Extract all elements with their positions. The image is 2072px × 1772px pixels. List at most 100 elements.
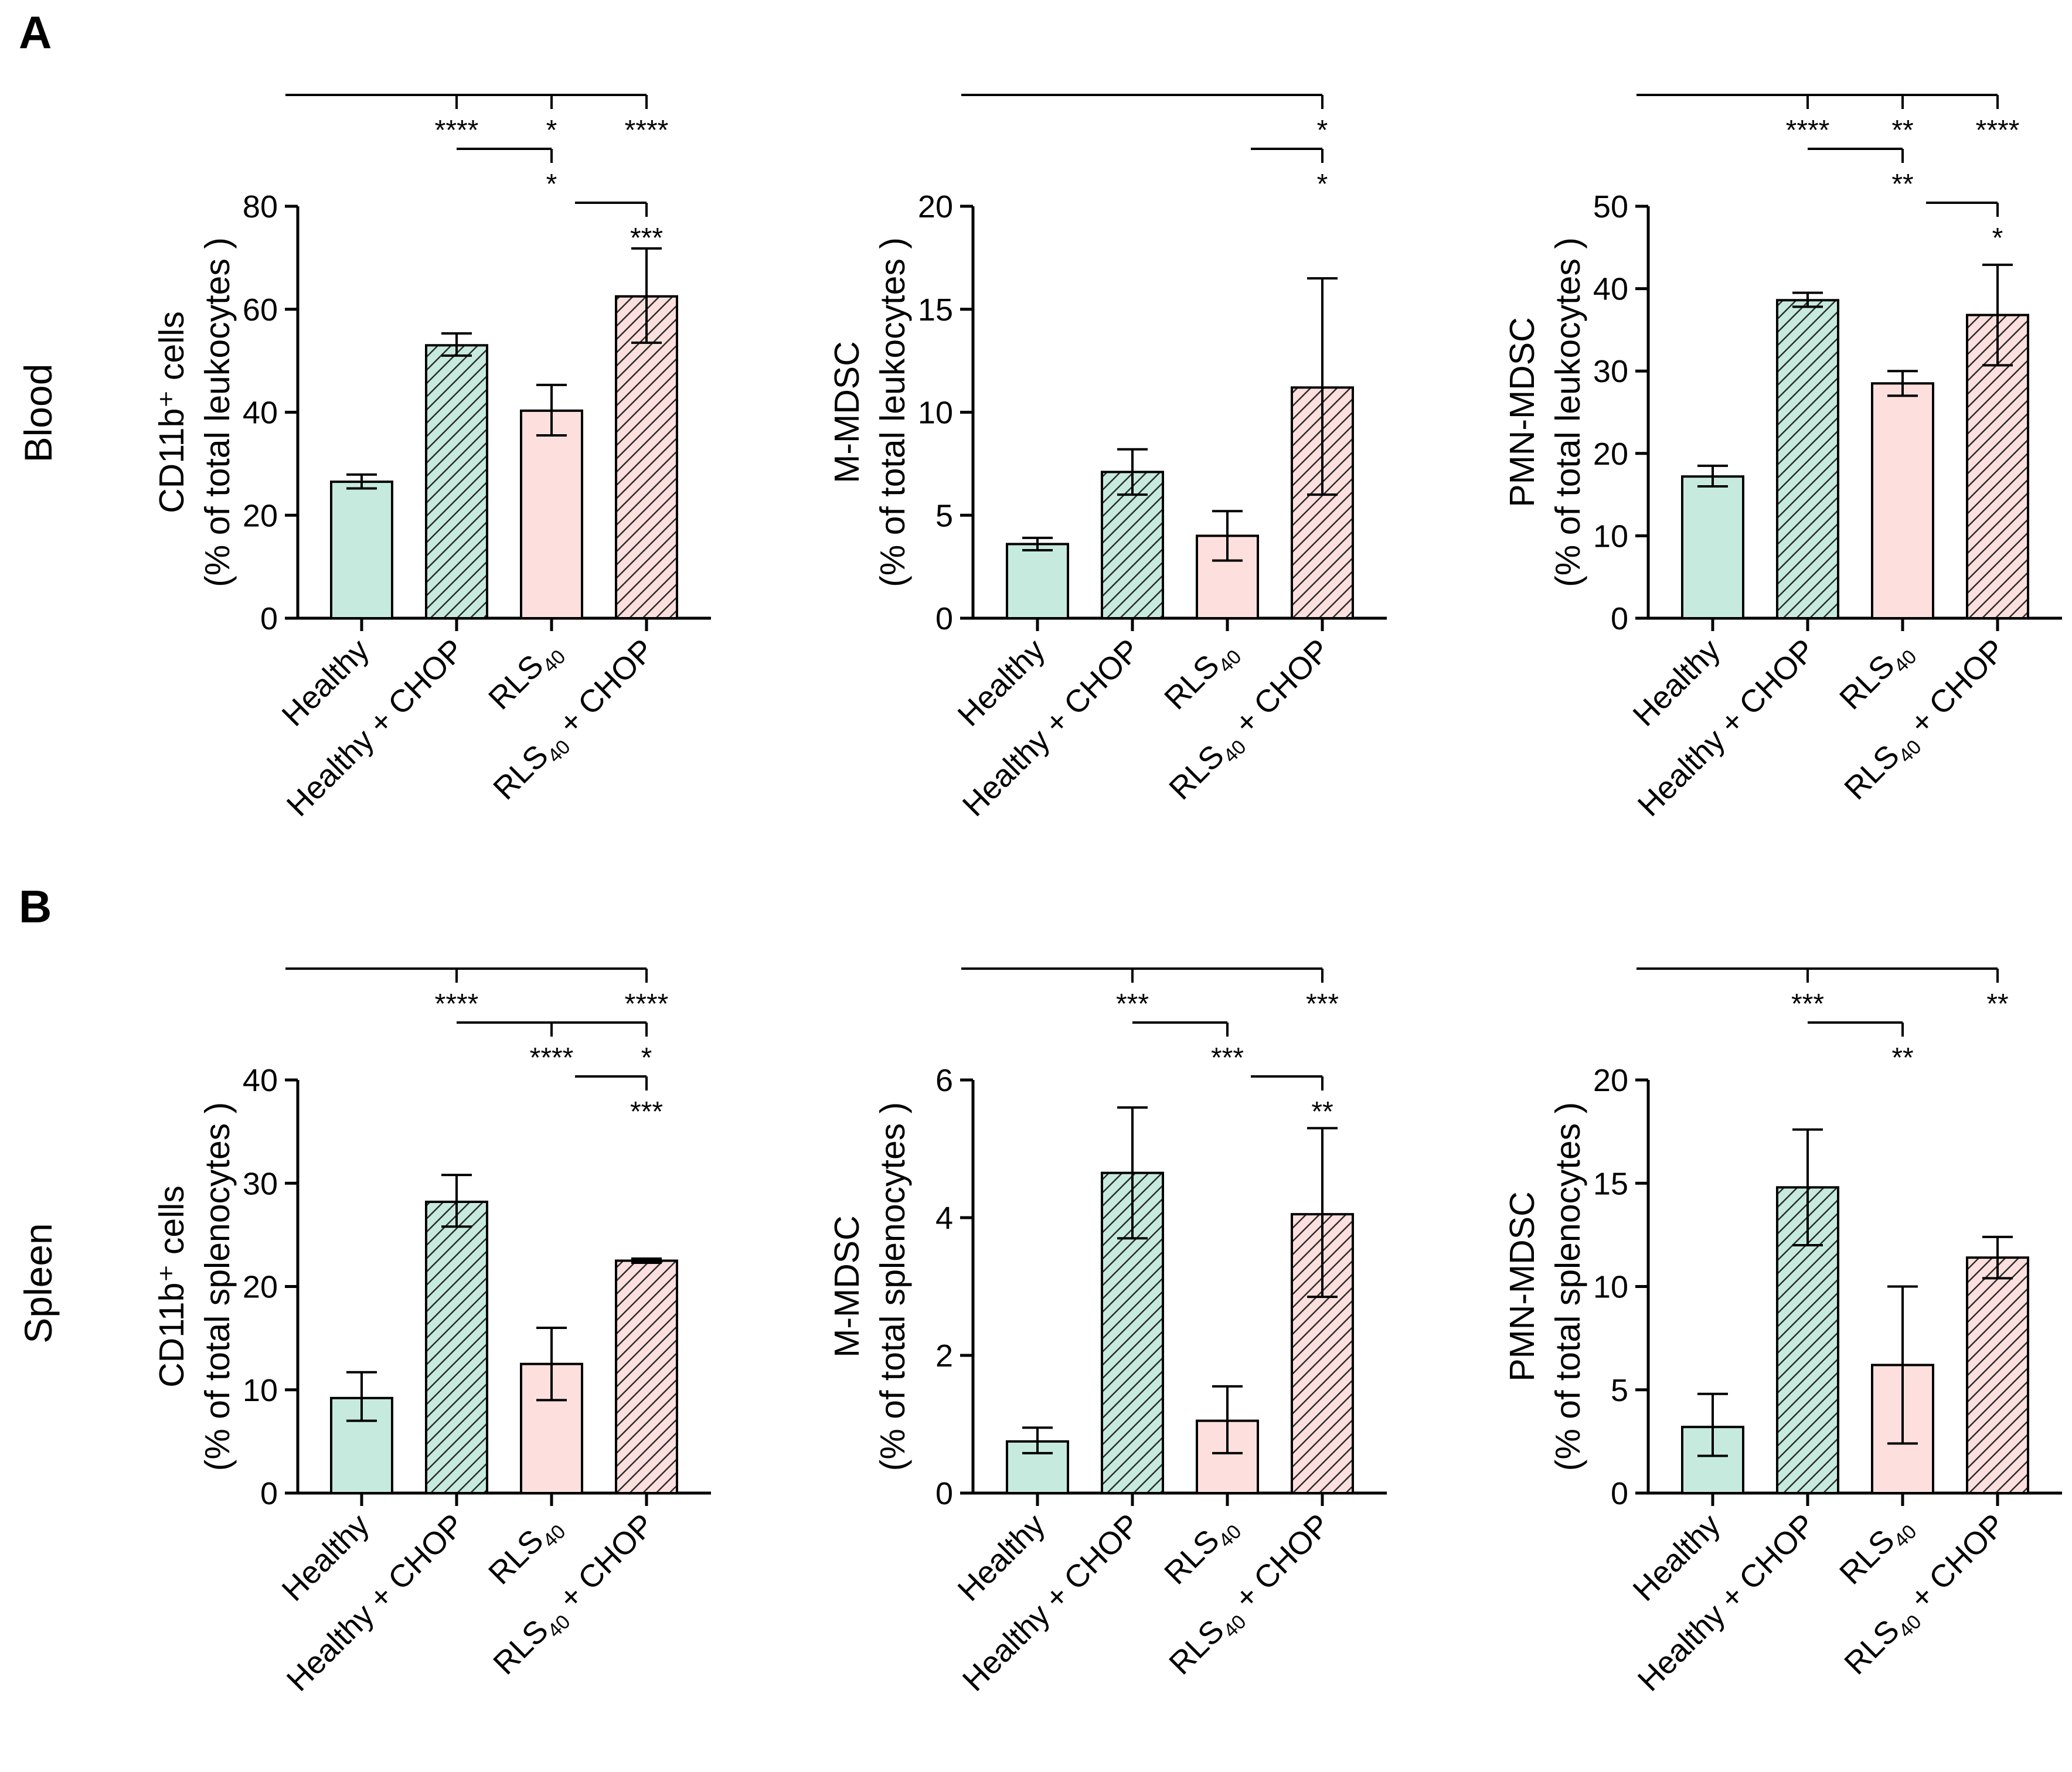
- bar-4: [615, 295, 678, 619]
- category-label-3: RLS40: [482, 632, 570, 721]
- y-tick-label: 4: [935, 1201, 953, 1236]
- y-tick-label: 10: [918, 396, 953, 431]
- y-tick-label: 10: [243, 1373, 278, 1408]
- significance-annotations: **: [961, 94, 1328, 200]
- y-tick-label: 2: [935, 1338, 953, 1374]
- y-tick-label: 0: [935, 601, 953, 636]
- significance-label: ***: [1211, 1042, 1244, 1074]
- category-label-4: RLS40 + CHOP: [1838, 632, 2016, 810]
- category-label-3: RLS40: [482, 1507, 570, 1596]
- category-label-2: Healthy + CHOP: [280, 632, 471, 823]
- error-bar-3: [1887, 370, 1918, 397]
- category-label-3: RLS40: [1158, 1507, 1246, 1596]
- significance-label: ****: [1786, 115, 1830, 146]
- significance-annotations: *** ****: [1636, 967, 2009, 1074]
- error-bar-2: [441, 332, 472, 357]
- error-bar-1: [1697, 464, 1728, 488]
- significance-label: ***: [1306, 989, 1339, 1020]
- category-label-2: Healthy + CHOP: [956, 1507, 1147, 1698]
- error-bar-1: [346, 1371, 377, 1422]
- significance-label: ****: [625, 115, 669, 146]
- category-label-4: RLS40 + CHOP: [486, 1507, 665, 1685]
- y-tick-label: 15: [918, 292, 953, 328]
- y-tick-label: 30: [1593, 354, 1628, 389]
- bar-4: [1966, 1256, 2029, 1494]
- y-tick-label: 0: [260, 1476, 278, 1511]
- y-tick-label: 20: [1593, 437, 1628, 472]
- significance-label: *: [1992, 223, 2003, 254]
- significance-annotations: *************: [285, 94, 669, 254]
- bar-3: [1871, 382, 1934, 619]
- y-tick-label: 30: [243, 1166, 278, 1201]
- bar-2: [425, 344, 488, 619]
- bar-1: [330, 481, 393, 619]
- significance-label: ***: [630, 223, 663, 254]
- significance-label: ***: [1791, 989, 1824, 1020]
- category-label-4: RLS40 + CHOP: [1162, 1507, 1340, 1685]
- panel-letter-a: A: [19, 6, 52, 58]
- y-tick-label: 0: [935, 1476, 953, 1511]
- significance-label: ****: [1976, 115, 2020, 146]
- error-bar-3: [1887, 1285, 1918, 1445]
- y-tick-label: 6: [935, 1063, 953, 1098]
- error-bar-4: [631, 1257, 662, 1264]
- bar-3: [520, 409, 583, 620]
- error-bar-3: [1212, 510, 1243, 562]
- significance-label: **: [1986, 989, 2008, 1020]
- category-label-3: RLS40: [1833, 632, 1921, 721]
- significance-label: **: [1891, 1042, 1913, 1074]
- y-axis-label: CD11b⁺ cells (% of total splenocytes ): [152, 1102, 237, 1471]
- significance-label: **: [1891, 115, 1913, 146]
- error-bar-2: [1117, 448, 1148, 496]
- significance-label: *: [1317, 115, 1328, 146]
- error-bar-2: [441, 1174, 472, 1228]
- y-tick-label: 40: [243, 396, 278, 431]
- significance-label: ****: [435, 989, 479, 1020]
- y-axis-label: M-MDSC (% of total splenocytes ): [828, 1102, 912, 1471]
- y-tick-label: 40: [243, 1063, 278, 1098]
- error-bar-4: [1982, 1235, 2013, 1280]
- y-axis-label: PMN-MDSC (% of total splenocytes ): [1503, 1102, 1587, 1471]
- y-tick-label: 20: [1593, 1063, 1628, 1098]
- y-tick-label: 50: [1593, 189, 1628, 224]
- row-label-spleen: Spleen: [16, 1223, 60, 1344]
- error-bar-4: [1307, 277, 1338, 496]
- error-bar-4: [1982, 263, 2013, 367]
- significance-label: *: [546, 115, 557, 146]
- y-tick-label: 20: [243, 1270, 278, 1305]
- significance-annotations: **** ******** ****: [285, 967, 668, 1127]
- y-tick-label: 20: [243, 498, 278, 533]
- y-tick-label: 10: [1593, 519, 1628, 554]
- error-bar-3: [1212, 1385, 1243, 1454]
- y-tick-label: 60: [243, 292, 278, 328]
- y-tick-label: 0: [260, 601, 278, 636]
- significance-label: *: [546, 169, 557, 200]
- error-bar-3: [536, 1327, 567, 1402]
- y-axis-label: CD11b⁺ cells (% of total leukocytes ): [152, 237, 237, 587]
- y-tick-label: 40: [1593, 272, 1628, 307]
- error-bar-1: [1022, 536, 1053, 552]
- bar-1: [1681, 475, 1744, 620]
- significance-annotations: *** ********: [961, 967, 1339, 1127]
- panel-letter-b: B: [19, 881, 52, 932]
- bar-2: [1776, 299, 1839, 619]
- error-bar-4: [1307, 1127, 1338, 1299]
- y-tick-label: 0: [1611, 601, 1628, 636]
- significance-label: **: [1311, 1096, 1333, 1127]
- significance-label: **: [1891, 169, 1913, 200]
- category-label-4: RLS40 + CHOP: [1838, 1507, 2016, 1685]
- error-bar-2: [1117, 1106, 1148, 1240]
- y-tick-label: 15: [1593, 1166, 1628, 1201]
- significance-label: ***: [1116, 989, 1149, 1020]
- significance-label: ***: [630, 1096, 663, 1127]
- category-label-2: Healthy + CHOP: [1631, 632, 1822, 823]
- chart-2: 0 5 10 15 20M-MDSC (% of total leukocytes ) He…: [828, 94, 1387, 823]
- chart-5: 0 2 4 6 M-MDSC (% of total splenocytes ) Healt…: [828, 967, 1387, 1698]
- category-label-2: Healthy + CHOP: [956, 632, 1147, 823]
- significance-label: *: [641, 1042, 652, 1074]
